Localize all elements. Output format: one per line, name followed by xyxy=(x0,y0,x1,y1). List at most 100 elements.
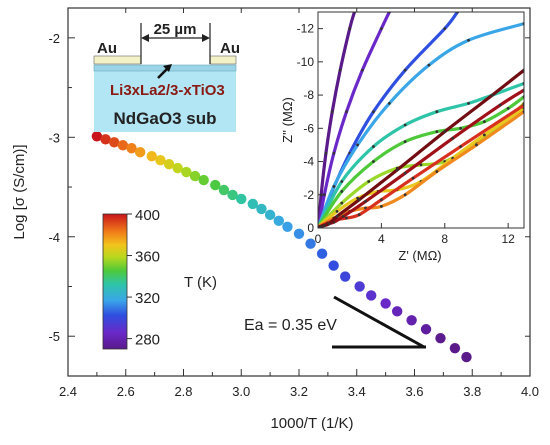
impedance-marker xyxy=(323,193,326,196)
inset-y-tick-label: -8 xyxy=(303,88,314,102)
impedance-inset: 0 4 8 12 -12 -10 -8 -6 -4 -2 0 Z' (MΩ) Z'' (MΩ) xyxy=(280,11,525,263)
x-tick-label: 3.0 xyxy=(232,384,250,399)
device-schematic: Au Au 25 µm Li3xLa2/3-xTiO3 NdGaO3 sub xyxy=(94,21,240,132)
colorbar-tick-label: 320 xyxy=(135,290,160,307)
data-point xyxy=(236,194,246,204)
impedance-marker xyxy=(328,222,331,225)
electrode-left-bar xyxy=(94,56,141,64)
impedance-marker xyxy=(380,198,383,201)
impedance-marker xyxy=(435,130,438,133)
impedance-marker xyxy=(459,127,462,130)
data-point xyxy=(265,210,275,220)
impedance-marker xyxy=(340,190,343,193)
impedance-marker xyxy=(336,210,339,213)
impedance-marker xyxy=(404,69,407,72)
colorbar: 400360320280 xyxy=(103,207,160,349)
impedance-marker xyxy=(332,152,335,155)
impedance-marker xyxy=(367,180,370,183)
film-label: Li3xLa2/3-xTiO3 xyxy=(110,82,225,99)
impedance-marker xyxy=(404,124,407,127)
impedance-marker xyxy=(475,144,478,147)
impedance-marker xyxy=(345,110,348,113)
impedance-marker xyxy=(348,27,351,30)
impedance-marker xyxy=(345,217,348,220)
inset-y-tick-label: -10 xyxy=(297,55,315,69)
inset-y-tick-label: 0 xyxy=(307,221,314,235)
impedance-marker xyxy=(491,94,494,97)
impedance-marker xyxy=(325,152,328,155)
data-point xyxy=(199,175,209,185)
impedance-marker xyxy=(404,140,407,143)
x-tick-label: 3.4 xyxy=(348,384,366,399)
activation-energy-label: Ea = 0.35 eV xyxy=(244,317,337,334)
substrate-label: NdGaO3 sub xyxy=(114,109,217,128)
electrode-right-bar xyxy=(210,56,236,64)
x-axis-title: 1000/T (1/K) xyxy=(270,415,353,432)
data-point xyxy=(135,147,145,157)
impedance-marker xyxy=(443,130,446,133)
data-point xyxy=(256,204,266,214)
impedance-marker xyxy=(339,69,342,72)
impedance-marker xyxy=(332,185,335,188)
x-tick-label: 2.4 xyxy=(59,384,77,399)
impedance-marker xyxy=(459,145,462,148)
impedance-marker xyxy=(404,193,407,196)
impedance-marker xyxy=(388,102,391,105)
data-point xyxy=(450,343,460,353)
electrode-left-label: Au xyxy=(97,40,117,57)
impedance-marker xyxy=(320,225,323,228)
impedance-marker xyxy=(340,180,343,183)
impedance-marker xyxy=(372,110,375,113)
x-tick-label: 2.6 xyxy=(117,384,135,399)
data-point xyxy=(435,333,445,343)
electrode-right-label: Au xyxy=(220,40,240,57)
inset-y-tick-label: -12 xyxy=(297,22,315,36)
y-tick-label: -2 xyxy=(48,31,60,46)
x-tick-label: 4.0 xyxy=(521,384,539,399)
data-point xyxy=(282,222,292,232)
data-point xyxy=(406,315,416,325)
impedance-marker xyxy=(356,144,359,147)
inset-x-tick-label: 4 xyxy=(378,232,385,246)
impedance-marker xyxy=(331,110,334,113)
data-point xyxy=(421,324,431,334)
impedance-marker xyxy=(380,27,383,30)
inset-x-tick-label: 12 xyxy=(501,232,515,246)
y-tick-label: -4 xyxy=(48,230,60,245)
colorbar-ticks: 400 360 320 280 xyxy=(127,207,160,349)
impedance-marker xyxy=(396,168,399,171)
data-point xyxy=(392,306,402,316)
data-point xyxy=(294,229,304,239)
impedance-marker xyxy=(412,177,415,180)
inset-x-axis-title: Z' (MΩ) xyxy=(398,248,441,263)
impedance-marker xyxy=(361,69,364,72)
impedance-marker xyxy=(443,27,446,30)
impedance-marker xyxy=(323,224,326,227)
data-point xyxy=(340,271,350,281)
inset-y-tick-label: -6 xyxy=(303,121,314,135)
inset-y-axis-title: Z'' (MΩ) xyxy=(280,97,295,143)
inset-x-tick-label: 8 xyxy=(441,232,448,246)
data-point xyxy=(380,298,390,308)
inset-y-tick-label: -2 xyxy=(303,188,314,202)
data-point xyxy=(274,216,284,226)
data-point xyxy=(366,290,376,300)
x-tick-label: 3.8 xyxy=(463,384,481,399)
impedance-marker xyxy=(428,64,431,67)
data-point xyxy=(461,352,471,362)
gap-label: 25 µm xyxy=(154,21,197,38)
impedance-marker xyxy=(483,120,486,123)
impedance-marker xyxy=(507,107,510,110)
x-tick-label: 3.6 xyxy=(405,384,423,399)
y-tick-label: -5 xyxy=(48,329,60,344)
impedance-marker xyxy=(404,172,407,175)
impedance-marker xyxy=(358,198,361,201)
data-point xyxy=(328,260,338,270)
colorbar-tick-label: 400 xyxy=(135,207,160,224)
impedance-marker xyxy=(435,110,438,113)
data-point xyxy=(354,281,364,291)
impedance-marker xyxy=(340,202,343,205)
impedance-marker xyxy=(483,134,486,137)
inset-x-tick-label: 0 xyxy=(315,232,322,246)
y-tick-label: -3 xyxy=(48,130,60,145)
